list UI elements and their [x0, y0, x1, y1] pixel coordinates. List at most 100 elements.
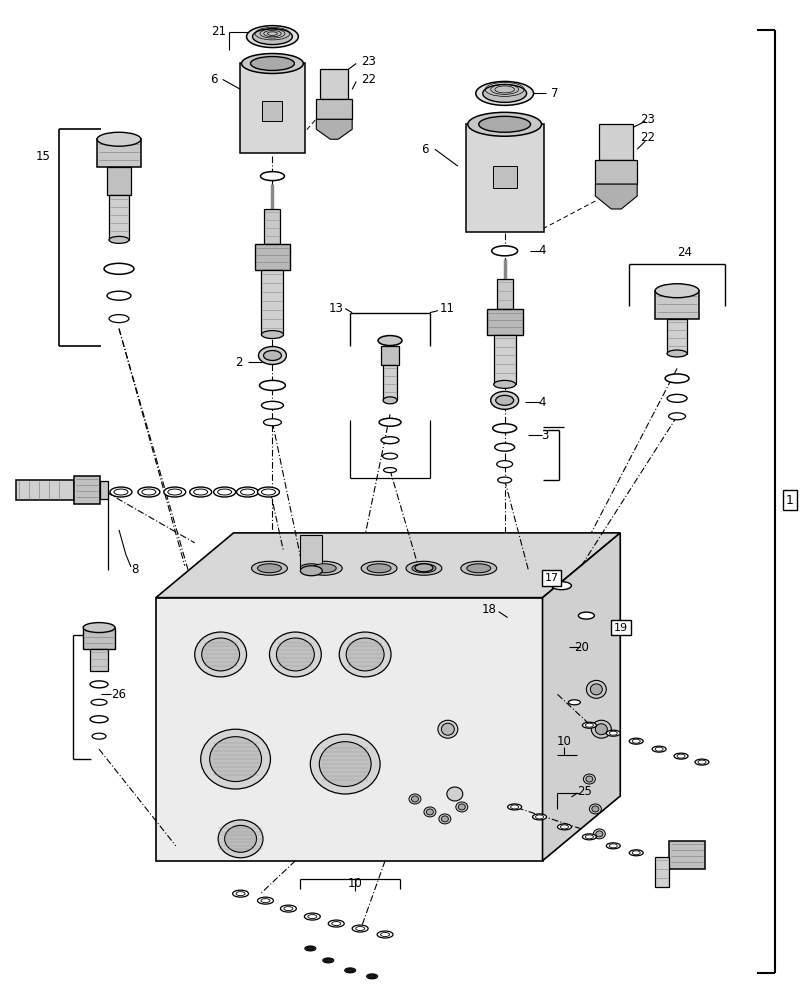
Ellipse shape: [446, 787, 462, 801]
Ellipse shape: [379, 418, 401, 426]
Ellipse shape: [251, 561, 287, 575]
Ellipse shape: [300, 564, 322, 572]
Ellipse shape: [201, 638, 239, 671]
Ellipse shape: [269, 632, 321, 677]
Ellipse shape: [441, 816, 448, 822]
Ellipse shape: [109, 236, 129, 243]
Ellipse shape: [247, 26, 298, 48]
Ellipse shape: [568, 700, 580, 705]
Ellipse shape: [345, 968, 355, 973]
Polygon shape: [156, 533, 620, 598]
Ellipse shape: [437, 720, 457, 738]
Ellipse shape: [280, 905, 296, 912]
Bar: [262, 101, 282, 121]
Ellipse shape: [251, 57, 294, 70]
Ellipse shape: [426, 809, 433, 815]
Ellipse shape: [368, 975, 375, 978]
Ellipse shape: [667, 350, 686, 357]
Ellipse shape: [142, 489, 156, 495]
Ellipse shape: [339, 632, 391, 677]
Ellipse shape: [355, 927, 364, 931]
Ellipse shape: [109, 487, 131, 497]
Ellipse shape: [190, 487, 212, 497]
Ellipse shape: [654, 747, 663, 751]
Ellipse shape: [90, 681, 108, 688]
Ellipse shape: [494, 443, 514, 451]
Ellipse shape: [667, 413, 684, 420]
Ellipse shape: [493, 380, 515, 388]
Ellipse shape: [594, 724, 607, 735]
Ellipse shape: [664, 374, 689, 383]
Ellipse shape: [595, 831, 602, 837]
Ellipse shape: [263, 419, 281, 426]
Polygon shape: [316, 119, 352, 139]
Bar: [654, 857, 668, 887]
Ellipse shape: [606, 843, 620, 849]
Bar: [90, 649, 108, 671]
Text: 22: 22: [639, 131, 654, 144]
Text: 24: 24: [676, 246, 692, 259]
Text: 26: 26: [111, 688, 126, 701]
Ellipse shape: [257, 897, 273, 904]
Ellipse shape: [632, 739, 639, 743]
Text: 21: 21: [211, 25, 226, 38]
Bar: [83, 628, 115, 649]
Ellipse shape: [92, 733, 106, 739]
Ellipse shape: [461, 561, 496, 575]
Ellipse shape: [654, 284, 698, 298]
Bar: [239, 63, 305, 153]
Text: 6: 6: [210, 73, 217, 86]
Ellipse shape: [307, 915, 316, 919]
Ellipse shape: [209, 737, 261, 782]
Ellipse shape: [260, 172, 284, 181]
Text: 17: 17: [543, 573, 558, 583]
Ellipse shape: [585, 723, 593, 727]
Bar: [16, 480, 74, 500]
Ellipse shape: [608, 731, 616, 735]
Ellipse shape: [676, 754, 684, 758]
Ellipse shape: [466, 564, 490, 573]
Ellipse shape: [380, 933, 389, 937]
Ellipse shape: [582, 774, 594, 784]
Ellipse shape: [439, 814, 450, 824]
Ellipse shape: [586, 680, 606, 698]
Text: 4: 4: [539, 244, 546, 257]
Ellipse shape: [257, 564, 281, 573]
Ellipse shape: [491, 246, 517, 256]
Ellipse shape: [91, 699, 107, 705]
Bar: [492, 166, 516, 188]
Ellipse shape: [328, 920, 344, 927]
Bar: [383, 365, 397, 400]
Bar: [380, 346, 398, 365]
Ellipse shape: [589, 804, 601, 814]
Ellipse shape: [475, 81, 533, 105]
Ellipse shape: [332, 922, 341, 926]
Bar: [316, 99, 352, 119]
Text: 3: 3: [540, 429, 547, 442]
Bar: [74, 476, 100, 504]
Ellipse shape: [423, 807, 436, 817]
Text: 15: 15: [36, 150, 50, 163]
Bar: [320, 69, 348, 99]
Ellipse shape: [97, 132, 141, 146]
Bar: [109, 195, 129, 240]
Ellipse shape: [260, 380, 285, 390]
Ellipse shape: [557, 824, 571, 830]
Ellipse shape: [467, 112, 541, 136]
Bar: [668, 841, 704, 869]
Ellipse shape: [590, 684, 602, 695]
Text: 4: 4: [539, 396, 546, 409]
Ellipse shape: [236, 892, 245, 896]
Ellipse shape: [361, 561, 397, 575]
Text: 23: 23: [360, 55, 375, 68]
Ellipse shape: [629, 850, 642, 856]
Ellipse shape: [383, 397, 397, 404]
Ellipse shape: [593, 829, 604, 839]
Text: 10: 10: [347, 877, 363, 890]
Ellipse shape: [236, 487, 258, 497]
Ellipse shape: [411, 564, 436, 573]
Ellipse shape: [581, 722, 595, 728]
Ellipse shape: [225, 825, 256, 852]
Ellipse shape: [241, 54, 303, 73]
Ellipse shape: [284, 907, 293, 911]
